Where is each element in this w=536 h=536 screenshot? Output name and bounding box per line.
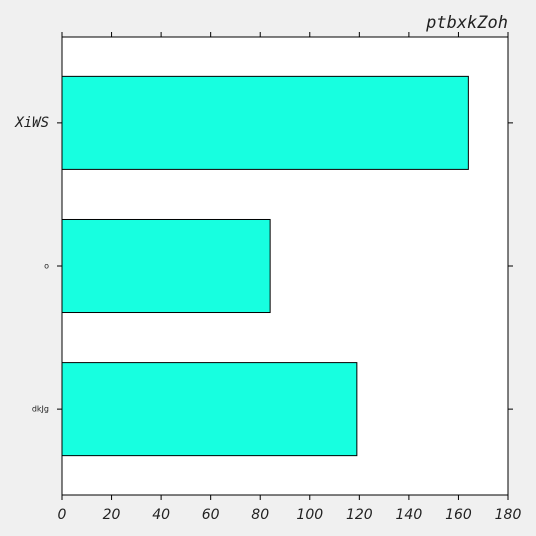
x-tick-label-3: 60 <box>202 507 220 523</box>
x-axis: 0 20 40 60 80 100 120 140 160 180 <box>58 32 522 523</box>
x-tick-label-6: 120 <box>346 507 373 523</box>
x-tick-label-7: 140 <box>396 507 423 523</box>
y-tick-label-1: o <box>44 262 49 271</box>
bars-group <box>61 75 469 457</box>
bar-0 <box>61 75 469 170</box>
x-tick-label-5: 100 <box>296 507 323 523</box>
x-tick-label-8: 160 <box>445 507 472 523</box>
bar-1 <box>61 218 271 314</box>
y-axis: XiWS o dkJg <box>14 115 513 414</box>
y-tick-label-0: XiWS <box>14 115 49 131</box>
x-tick-label-4: 80 <box>251 507 269 523</box>
bar-2 <box>61 362 358 457</box>
y-tick-label-2: dkJg <box>32 405 49 414</box>
x-tick-label-1: 20 <box>103 507 121 523</box>
chart-title: ptbxkZoh <box>425 13 508 33</box>
x-tick-label-2: 40 <box>152 507 170 523</box>
x-tick-label-0: 0 <box>58 507 67 523</box>
x-tick-label-9: 180 <box>495 507 522 523</box>
